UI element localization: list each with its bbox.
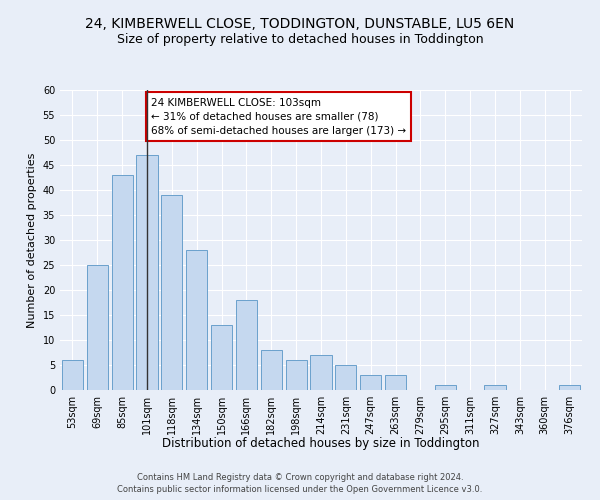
Y-axis label: Number of detached properties: Number of detached properties (27, 152, 37, 328)
Bar (87, 265, 108, 390)
Bar (484, 385, 506, 390)
Bar (286, 360, 307, 390)
Bar (136, 155, 158, 390)
Bar (112, 175, 133, 390)
Bar (360, 375, 381, 390)
Bar (236, 300, 257, 390)
Bar (335, 365, 356, 390)
Bar (559, 385, 580, 390)
Bar (310, 355, 332, 390)
Text: Contains HM Land Registry data © Crown copyright and database right 2024.: Contains HM Land Registry data © Crown c… (137, 472, 463, 482)
Text: Size of property relative to detached houses in Toddington: Size of property relative to detached ho… (116, 32, 484, 46)
Text: Contains public sector information licensed under the Open Government Licence v3: Contains public sector information licen… (118, 485, 482, 494)
Bar (385, 375, 406, 390)
Text: 24, KIMBERWELL CLOSE, TODDINGTON, DUNSTABLE, LU5 6EN: 24, KIMBERWELL CLOSE, TODDINGTON, DUNSTA… (85, 18, 515, 32)
Bar (261, 350, 282, 390)
Text: Distribution of detached houses by size in Toddington: Distribution of detached houses by size … (162, 438, 480, 450)
Text: 24 KIMBERWELL CLOSE: 103sqm
← 31% of detached houses are smaller (78)
68% of sem: 24 KIMBERWELL CLOSE: 103sqm ← 31% of det… (151, 98, 406, 136)
Bar (186, 250, 207, 390)
Bar (161, 195, 182, 390)
Bar (62, 360, 83, 390)
Bar (435, 385, 456, 390)
Bar (211, 325, 232, 390)
